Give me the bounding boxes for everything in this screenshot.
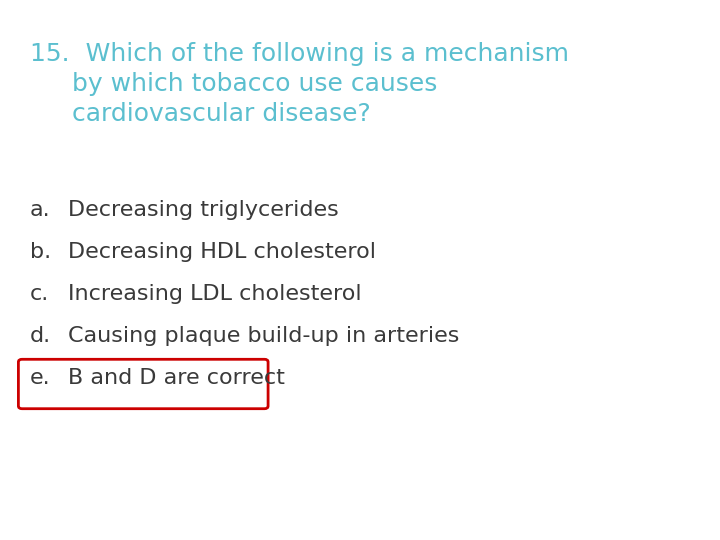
Text: b.: b.	[30, 242, 51, 262]
Text: by which tobacco use causes: by which tobacco use causes	[72, 72, 437, 96]
Text: c.: c.	[30, 284, 49, 304]
Text: Decreasing triglycerides: Decreasing triglycerides	[68, 200, 338, 220]
Text: Causing plaque build-up in arteries: Causing plaque build-up in arteries	[68, 326, 459, 346]
Text: d.: d.	[30, 326, 51, 346]
Text: e.: e.	[30, 368, 50, 388]
Text: Decreasing HDL cholesterol: Decreasing HDL cholesterol	[68, 242, 376, 262]
Text: 15.  Which of the following is a mechanism: 15. Which of the following is a mechanis…	[30, 42, 569, 66]
Text: B and D are correct: B and D are correct	[68, 368, 285, 388]
Text: cardiovascular disease?: cardiovascular disease?	[72, 102, 371, 126]
Text: a.: a.	[30, 200, 50, 220]
Text: Increasing LDL cholesterol: Increasing LDL cholesterol	[68, 284, 361, 304]
